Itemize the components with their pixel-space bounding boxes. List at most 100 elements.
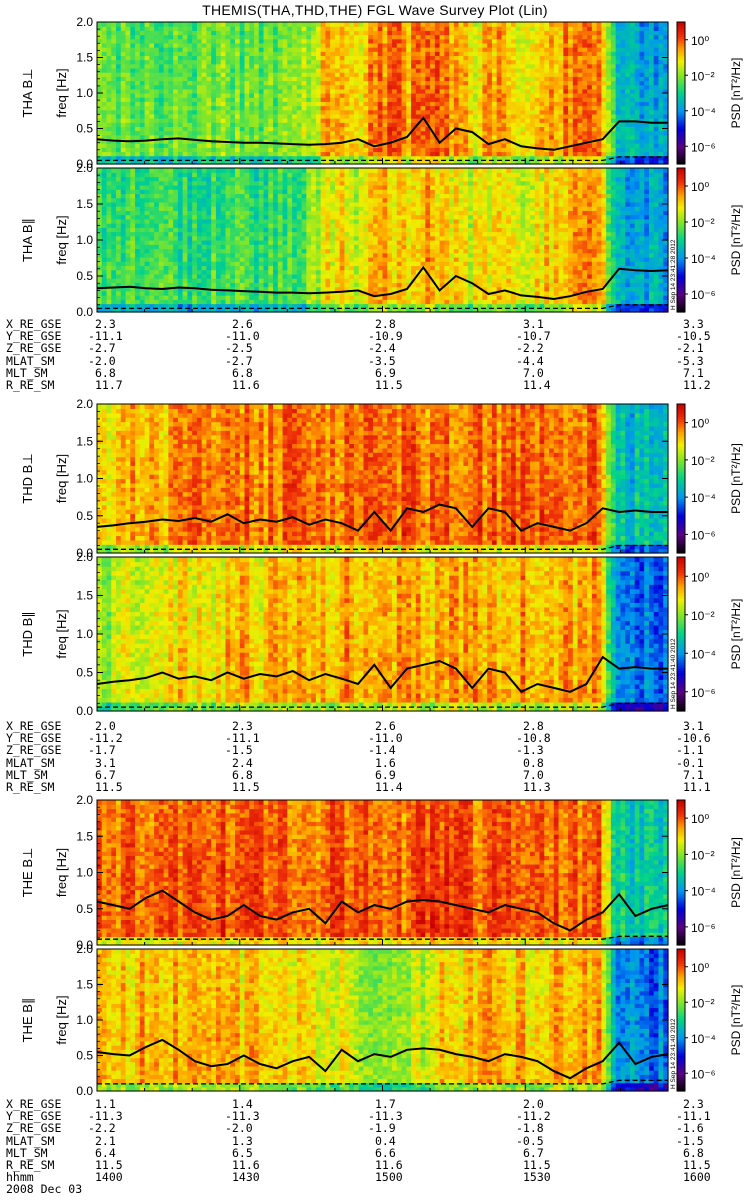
creation-stamp: H Sep 14 23:41:40 2012 xyxy=(670,1018,677,1089)
eph-value: -10.8 xyxy=(516,732,551,744)
colorbar-label: PSD [nT²/Hz] xyxy=(729,837,743,908)
panel-ylabel: THE B⊥ xyxy=(20,848,35,898)
eph-row-label: Y_RE_GSE xyxy=(6,732,61,744)
eph-value: 11.6 xyxy=(232,379,260,391)
eph-value: 1.3 xyxy=(232,1135,253,1147)
eph-value: -3.5 xyxy=(368,355,396,367)
eph-value: 11.5 xyxy=(95,781,123,793)
eph-value: 0.8 xyxy=(523,757,544,769)
eph-value: 11.4 xyxy=(523,379,551,391)
eph-value: -11.1 xyxy=(225,732,260,744)
colorbar-tick-label: 10⁻⁶ xyxy=(691,921,716,935)
colorbar-tick-label: 10⁻⁴ xyxy=(691,1032,716,1046)
eph-value: 11.5 xyxy=(683,1159,711,1171)
panel-yunit: freq [Hz] xyxy=(54,995,69,1044)
colorbar-tick-label: 10⁰ xyxy=(691,417,709,431)
eph-value: 11.4 xyxy=(375,781,403,793)
eph-value: 6.7 xyxy=(523,1147,544,1159)
eph-value: -11.1 xyxy=(88,330,123,342)
eph-value: 6.7 xyxy=(95,769,116,781)
eph-value: 2.4 xyxy=(232,757,253,769)
eph-row-label: MLT_SM xyxy=(6,367,48,379)
eph-value: 6.8 xyxy=(683,1147,704,1159)
eph-value: -4.4 xyxy=(516,355,544,367)
eph-value: 11.6 xyxy=(232,1159,260,1171)
eph-value: 1500 xyxy=(375,1171,403,1183)
eph-value: -0.1 xyxy=(676,757,704,769)
eph-value: 2.1 xyxy=(95,1135,116,1147)
eph-value: 11.5 xyxy=(375,379,403,391)
eph-value: -2.2 xyxy=(516,342,544,354)
eph-row-label: Z_RE_GSE xyxy=(6,744,61,756)
ytick-label: 2.0 xyxy=(76,397,93,411)
colorbar-tick-label: 10⁻⁶ xyxy=(691,288,716,302)
eph-row-label: Z_RE_GSE xyxy=(6,342,61,354)
eph-value: -11.3 xyxy=(88,1110,123,1122)
eph-value: 1.4 xyxy=(232,1098,253,1110)
date-label: 2008 Dec 03 xyxy=(6,1183,82,1195)
ytick-label: 1.0 xyxy=(76,866,93,880)
eph-value: -1.9 xyxy=(368,1122,396,1134)
eph-row-label: X_RE_GSE xyxy=(6,318,61,330)
eph-row-label: MLT_SM xyxy=(6,769,48,781)
panel-yunit: freq [Hz] xyxy=(54,848,69,897)
eph-value: 1400 xyxy=(95,1171,123,1183)
eph-value: -2.7 xyxy=(88,342,116,354)
eph-value: -11.0 xyxy=(368,732,403,744)
eph-value: -11.3 xyxy=(368,1110,403,1122)
eph-value: 6.9 xyxy=(375,367,396,379)
panel-ylabel: THD B⊥ xyxy=(20,453,35,503)
eph-value: -11.2 xyxy=(88,732,123,744)
ytick-label: 0.0 xyxy=(76,305,93,319)
colorbar-tick-label: 10⁻² xyxy=(691,454,715,468)
eph-value: 2.6 xyxy=(375,720,396,732)
panel-yunit: freq [Hz] xyxy=(54,215,69,264)
colorbar-label: PSD [nT²/Hz] xyxy=(729,58,743,129)
eph-value: 2.3 xyxy=(683,1098,704,1110)
eph-value: 2.6 xyxy=(232,318,253,330)
eph-value: 7.0 xyxy=(523,769,544,781)
ytick-label: 1.5 xyxy=(76,589,93,603)
colorbar-tick-label: 10⁻⁴ xyxy=(691,885,716,899)
eph-value: 3.1 xyxy=(95,757,116,769)
eph-value: 11.2 xyxy=(683,379,711,391)
colorbar-tick-label: 10⁰ xyxy=(691,961,709,975)
eph-value: -11.3 xyxy=(225,1110,260,1122)
eph-value: -2.0 xyxy=(88,355,116,367)
ytick-label: 1.5 xyxy=(76,197,93,211)
eph-value: 6.8 xyxy=(232,367,253,379)
eph-value: 11.5 xyxy=(95,1159,123,1171)
colorbar-tick-label: 10⁰ xyxy=(691,812,709,826)
panel-yunit: freq [Hz] xyxy=(54,454,69,503)
ytick-label: 1.0 xyxy=(76,627,93,641)
ytick-label: 0.0 xyxy=(76,704,93,718)
eph-value: 11.6 xyxy=(375,1159,403,1171)
eph-value: 6.5 xyxy=(232,1147,253,1159)
ytick-label: 0.5 xyxy=(76,269,93,283)
eph-value: -10.5 xyxy=(676,330,711,342)
colorbar-tick-label: 10⁻⁴ xyxy=(691,491,716,505)
eph-value: -10.9 xyxy=(368,330,403,342)
ytick-label: 0.5 xyxy=(76,122,93,136)
eph-value: 7.0 xyxy=(523,367,544,379)
eph-value: -1.8 xyxy=(516,1122,544,1134)
eph-value: -1.5 xyxy=(676,1135,704,1147)
eph-value: -1.1 xyxy=(676,744,704,756)
eph-value: 6.8 xyxy=(95,367,116,379)
colorbar-tick-label: 10⁰ xyxy=(691,570,709,584)
eph-value: -2.7 xyxy=(225,355,253,367)
eph-value: 2.0 xyxy=(523,1098,544,1110)
ytick-label: 0.5 xyxy=(76,1049,93,1063)
ytick-label: 1.0 xyxy=(76,86,93,100)
eph-value: -1.5 xyxy=(225,744,253,756)
colorbar-tick-label: 10⁻⁴ xyxy=(691,647,716,661)
eph-value: 1600 xyxy=(683,1171,711,1183)
eph-value: 3.1 xyxy=(523,318,544,330)
eph-value: -1.7 xyxy=(88,744,116,756)
eph-value: 2.3 xyxy=(232,720,253,732)
